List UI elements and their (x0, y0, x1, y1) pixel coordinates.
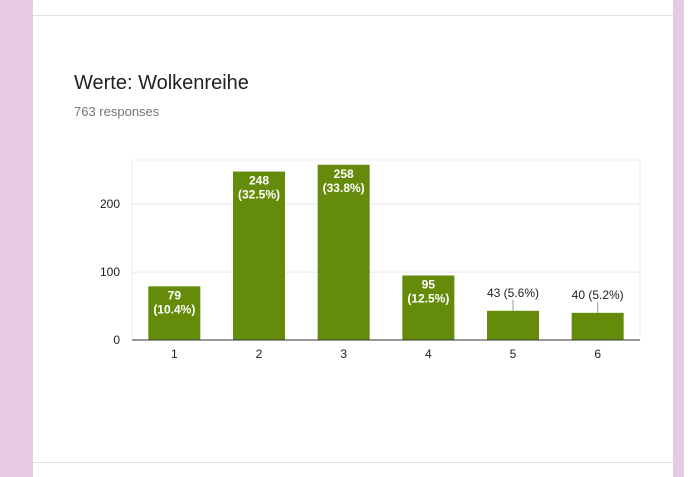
data-label: 43 (5.6%) (487, 286, 539, 300)
x-tick-label: 6 (594, 347, 601, 361)
data-label: 40 (5.2%) (572, 288, 624, 302)
bar (402, 275, 455, 340)
bar (317, 164, 370, 340)
next-card (33, 463, 673, 477)
data-label: (33.8%) (323, 181, 365, 195)
y-tick-label: 200 (100, 197, 120, 211)
scrollbar[interactable] (683, 0, 696, 477)
data-label: 79 (168, 288, 182, 302)
y-tick-label: 0 (113, 333, 120, 347)
question-title: Werte: Wolkenreihe (74, 72, 249, 94)
bar (233, 171, 285, 340)
x-tick-label: 4 (425, 347, 432, 361)
data-label: (12.5%) (407, 291, 449, 305)
data-label: 248 (249, 174, 269, 188)
response-count: 763 responses (74, 104, 160, 119)
x-tick-label: 1 (171, 347, 178, 361)
bar (571, 312, 624, 340)
data-label: 258 (334, 167, 354, 181)
x-tick-label: 2 (256, 347, 263, 361)
previous-card (33, 0, 673, 16)
x-tick-label: 3 (340, 347, 347, 361)
bar (148, 286, 201, 340)
bar (487, 310, 539, 340)
data-label: (10.4%) (153, 302, 195, 316)
data-label: (32.5%) (238, 188, 280, 202)
x-tick-label: 5 (510, 347, 517, 361)
y-tick-label: 100 (100, 265, 120, 279)
data-label: 95 (422, 277, 436, 291)
